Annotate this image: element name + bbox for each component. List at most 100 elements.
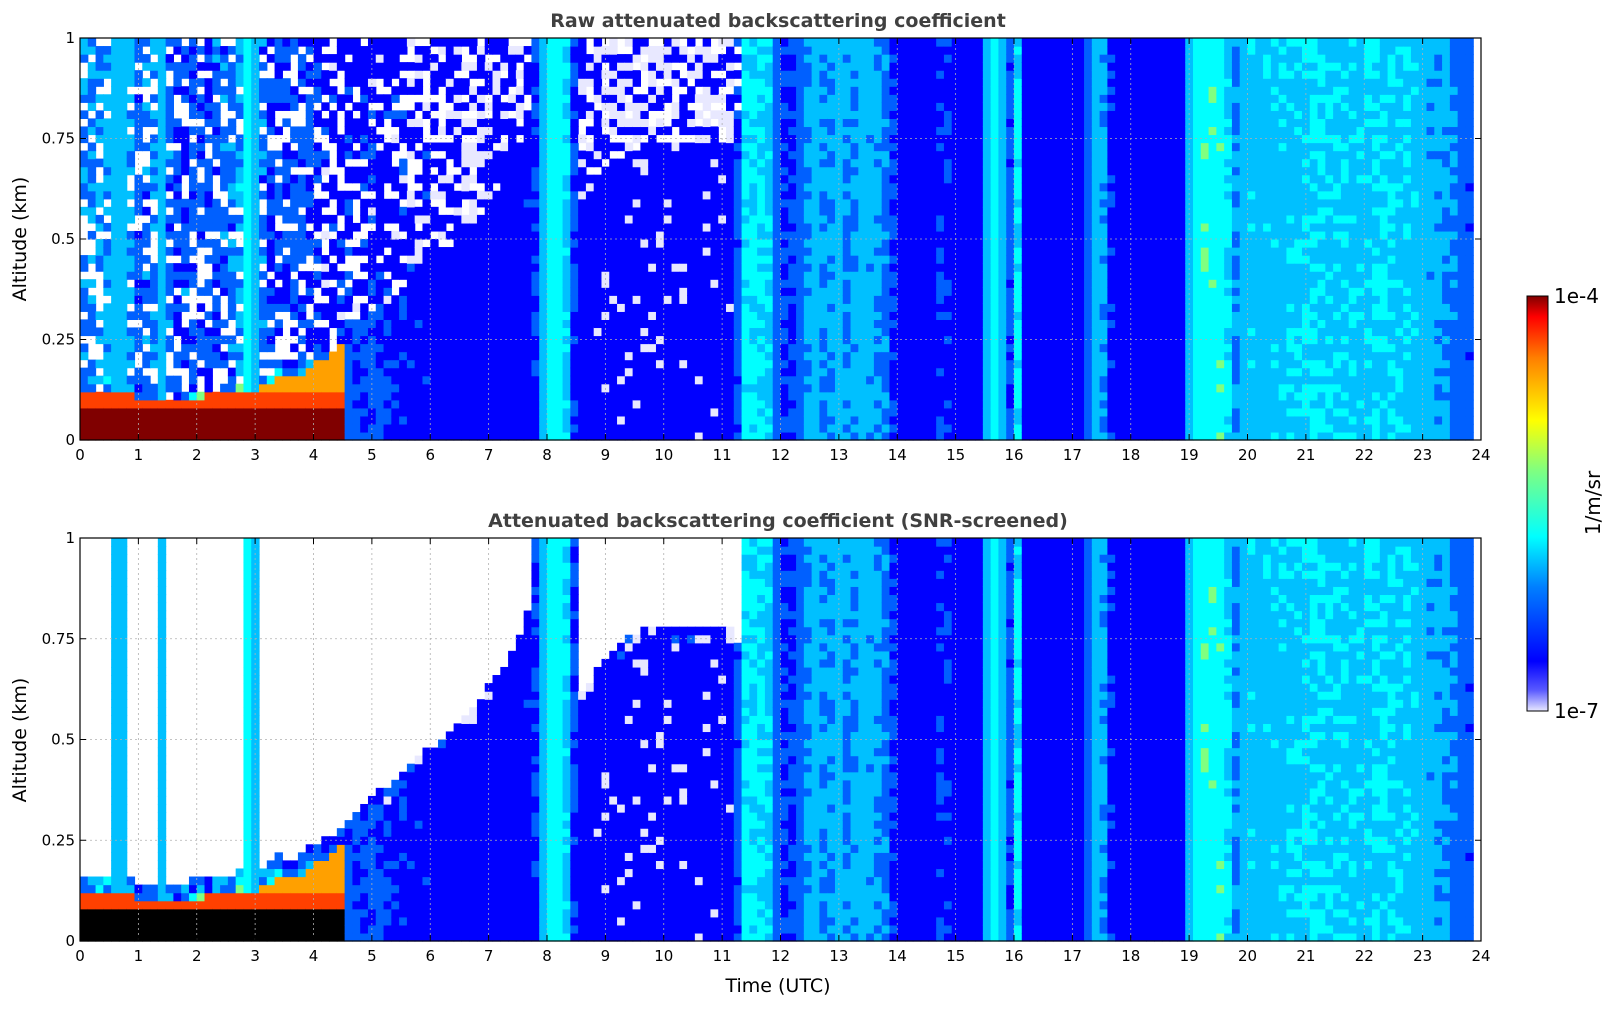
heatmap-cell <box>430 247 439 256</box>
heatmap-cell <box>391 263 400 272</box>
heatmap-cell <box>710 367 719 377</box>
heatmap-cell <box>796 110 805 119</box>
heatmap-cell <box>360 142 369 152</box>
heatmap-cell <box>539 70 548 79</box>
heatmap-cell <box>157 351 167 361</box>
heatmap-cell <box>640 287 649 296</box>
heatmap-cell <box>243 255 252 264</box>
heatmap-cell <box>655 166 665 176</box>
heatmap-cell <box>593 335 603 345</box>
heatmap-cell <box>796 54 805 63</box>
heatmap-cell <box>430 399 439 409</box>
heatmap-cell <box>655 150 665 160</box>
heatmap-cell <box>741 407 750 417</box>
heatmap-cell <box>80 174 89 184</box>
heatmap-cell <box>562 214 571 224</box>
heatmap-cell <box>430 271 439 280</box>
heatmap-cell <box>235 327 245 337</box>
heatmap-cell <box>321 214 330 224</box>
heatmap-cell <box>655 431 665 441</box>
heatmap-cell <box>118 38 128 47</box>
heatmap-cell <box>671 206 680 216</box>
heatmap-cell <box>212 407 221 417</box>
heatmap-cell <box>118 222 128 232</box>
heatmap-cell <box>624 335 634 345</box>
heatmap-cell <box>181 399 190 409</box>
heatmap-cell <box>936 303 945 312</box>
heatmap-cell <box>305 343 315 353</box>
heatmap-cell <box>570 142 579 152</box>
heatmap-cell <box>593 303 603 312</box>
heatmap-cell <box>383 359 392 369</box>
heatmap-cell <box>461 367 470 377</box>
heatmap-cell <box>313 423 322 433</box>
heatmap-cell <box>469 279 478 288</box>
heatmap-cell <box>928 54 937 63</box>
heatmap-cell <box>430 287 439 296</box>
heatmap-cell <box>834 303 844 312</box>
heatmap-cell <box>733 279 743 288</box>
heatmap-cell <box>469 247 478 256</box>
heatmap-cell <box>889 182 898 192</box>
heatmap-cell <box>251 102 260 111</box>
heatmap-cell <box>134 206 143 216</box>
heatmap-cell <box>492 62 501 71</box>
heatmap-cell <box>562 287 571 296</box>
heatmap-cell <box>329 311 338 320</box>
heatmap-cell <box>570 126 579 136</box>
heatmap-cell <box>772 431 782 441</box>
heatmap-cell <box>523 182 533 192</box>
heatmap-cell <box>819 279 828 288</box>
heatmap-cell <box>780 166 789 176</box>
heatmap-cell <box>640 303 649 312</box>
heatmap-cell <box>297 391 307 401</box>
heatmap-cell <box>811 263 821 272</box>
heatmap-cell <box>173 239 182 248</box>
heatmap-cell <box>912 319 922 329</box>
heatmap-cell <box>367 158 377 168</box>
heatmap-cell <box>391 343 400 353</box>
heatmap-cell <box>282 46 291 55</box>
heatmap-cell <box>539 214 548 224</box>
heatmap-cell <box>80 206 89 216</box>
heatmap-cell <box>391 54 400 63</box>
heatmap-cell <box>251 86 260 95</box>
heatmap-cell <box>578 311 587 320</box>
heatmap-cell <box>274 359 283 369</box>
heatmap-cell <box>609 222 618 232</box>
heatmap-cell <box>920 166 929 176</box>
heatmap-cell <box>476 319 486 329</box>
heatmap-cell <box>188 279 198 288</box>
heatmap-cell <box>414 391 424 401</box>
heatmap-cell <box>562 158 571 168</box>
heatmap-cell <box>733 134 743 144</box>
heatmap-cell <box>118 327 128 337</box>
heatmap-cell <box>173 174 182 184</box>
heatmap-cell <box>259 327 268 337</box>
heatmap-cell <box>360 182 369 192</box>
heatmap-cell <box>733 303 743 312</box>
heatmap-cell <box>562 367 571 377</box>
heatmap-cell <box>834 46 844 55</box>
heatmap-cell <box>95 391 104 401</box>
heatmap-cell <box>453 102 462 111</box>
heatmap-cell <box>819 383 828 393</box>
heatmap-cell <box>220 62 229 71</box>
heatmap-cell <box>655 182 665 192</box>
heatmap-cell <box>80 38 89 47</box>
heatmap-cell <box>617 295 626 304</box>
heatmap-cell <box>336 54 346 63</box>
heatmap-cell <box>663 327 673 337</box>
heatmap-cell <box>943 295 953 304</box>
heatmap-cell <box>266 295 276 304</box>
heatmap-cell <box>500 118 509 128</box>
heatmap-cell <box>593 198 603 208</box>
heatmap-cell <box>539 222 548 232</box>
heatmap-cell <box>788 206 797 216</box>
heatmap-cell <box>165 263 174 272</box>
heatmap-cell <box>157 383 167 393</box>
heatmap-cell <box>679 166 688 176</box>
heatmap-cell <box>663 431 673 441</box>
heatmap-cell <box>881 190 891 200</box>
heatmap-cell <box>492 367 501 377</box>
